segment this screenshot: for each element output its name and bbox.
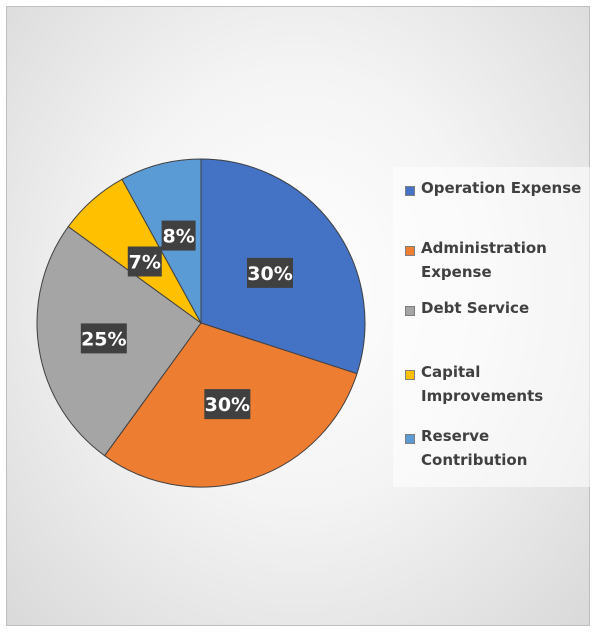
legend: Operation Expense Administration Expense D… <box>393 167 591 487</box>
svg-text:30%: 30% <box>247 263 292 285</box>
legend-swatch <box>405 306 415 316</box>
legend-item-operation-expense: Operation Expense <box>405 179 586 200</box>
data-label-operation-expense: 30% <box>246 257 293 288</box>
legend-label: Operation Expense <box>421 179 582 197</box>
data-label-debt-service: 25% <box>80 323 127 354</box>
legend-label: Reserve Contribution <box>421 427 528 469</box>
legend-label: Capital Improvements <box>421 363 544 405</box>
chart-area: 30% 30% 25% 7% 8% Operation Expense Administr… <box>6 6 591 626</box>
svg-text:30%: 30% <box>205 394 250 416</box>
legend-swatch <box>405 246 415 256</box>
data-label-administration-expense: 30% <box>204 389 251 420</box>
svg-text:8%: 8% <box>162 226 194 248</box>
legend-item-reserve-contribution: Reserve Contribution <box>405 427 586 472</box>
data-label-reserve-contribution: 8% <box>161 220 196 251</box>
legend-item-debt-service: Debt Service <box>405 299 586 320</box>
data-label-capital-improvements: 7% <box>127 246 162 277</box>
pie-slice-reserve-contribution <box>121 158 202 324</box>
legend-swatch <box>405 370 415 380</box>
legend-item-administration-expense: Administration Expense <box>405 239 586 284</box>
legend-swatch <box>405 434 415 444</box>
svg-text:7%: 7% <box>129 251 161 273</box>
legend-label: Administration Expense <box>421 239 547 281</box>
legend-label: Debt Service <box>421 299 530 317</box>
svg-text:25%: 25% <box>81 328 126 350</box>
legend-swatch <box>405 186 415 196</box>
legend-item-capital-improvements: Capital Improvements <box>405 363 586 408</box>
pie-chart: 30% 30% 25% 7%8% <box>36 158 366 488</box>
